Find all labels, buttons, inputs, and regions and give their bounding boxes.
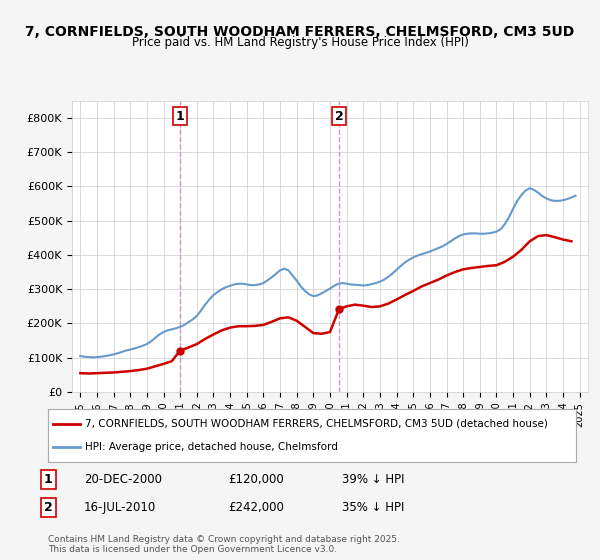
Text: 1: 1: [175, 110, 184, 123]
Text: Contains HM Land Registry data © Crown copyright and database right 2025.
This d: Contains HM Land Registry data © Crown c…: [48, 535, 400, 554]
Text: 2: 2: [44, 501, 52, 514]
Text: 2: 2: [335, 110, 343, 123]
Text: HPI: Average price, detached house, Chelmsford: HPI: Average price, detached house, Chel…: [85, 442, 338, 452]
Text: 16-JUL-2010: 16-JUL-2010: [84, 501, 156, 514]
Text: £242,000: £242,000: [228, 501, 284, 514]
Text: 1: 1: [44, 473, 52, 486]
Text: 20-DEC-2000: 20-DEC-2000: [84, 473, 162, 486]
Text: Price paid vs. HM Land Registry's House Price Index (HPI): Price paid vs. HM Land Registry's House …: [131, 36, 469, 49]
Text: 39% ↓ HPI: 39% ↓ HPI: [342, 473, 404, 486]
Text: 7, CORNFIELDS, SOUTH WOODHAM FERRERS, CHELMSFORD, CM3 5UD (detached house): 7, CORNFIELDS, SOUTH WOODHAM FERRERS, CH…: [85, 419, 548, 429]
Text: 35% ↓ HPI: 35% ↓ HPI: [342, 501, 404, 514]
Text: £120,000: £120,000: [228, 473, 284, 486]
Text: 7, CORNFIELDS, SOUTH WOODHAM FERRERS, CHELMSFORD, CM3 5UD: 7, CORNFIELDS, SOUTH WOODHAM FERRERS, CH…: [25, 25, 575, 39]
